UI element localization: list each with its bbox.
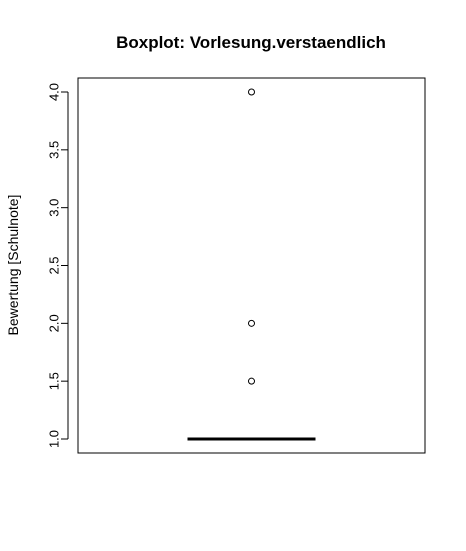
- y-axis: 1.0 1.5 2.0 2.5 3.0 3.5 4.0: [47, 83, 69, 448]
- y-tick-label: 2.5: [47, 256, 62, 274]
- y-tick-label: 1.0: [47, 430, 62, 448]
- outlier-layer: [248, 88, 255, 385]
- chart-title: Boxplot: Vorlesung.verstaendlich: [116, 33, 386, 52]
- y-tick-label: 3.5: [47, 141, 62, 159]
- outlier-point: [248, 377, 255, 385]
- y-tick-label: 1.5: [47, 372, 62, 390]
- plot-border: [77, 77, 426, 454]
- y-tick-label: 3.0: [47, 199, 62, 217]
- y-tick-label: 4.0: [47, 83, 62, 101]
- outlier-point: [248, 319, 255, 327]
- y-axis-label: Bewertung [Schulnote]: [5, 195, 21, 336]
- outlier-point: [248, 88, 255, 96]
- y-tick-label: 2.0: [47, 314, 62, 332]
